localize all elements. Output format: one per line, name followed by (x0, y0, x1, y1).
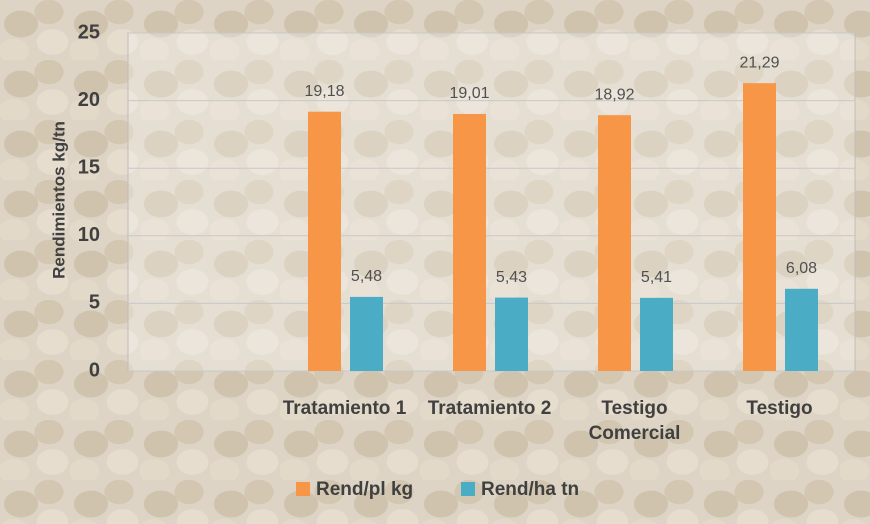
data-label: 5,41 (641, 269, 672, 286)
x-tick-label: Testigo (746, 398, 813, 419)
bar (785, 288, 818, 371)
plot-area (127, 32, 856, 372)
data-label: 18,92 (594, 86, 634, 103)
data-label: 21,29 (739, 54, 779, 71)
data-label: 6,08 (786, 260, 817, 277)
data-label: 19,18 (304, 83, 344, 100)
legend-label: Rend/pl kg (316, 479, 413, 500)
x-tick-label: Tratamiento 2 (427, 398, 552, 419)
y-tick-label: 5 (89, 292, 100, 314)
y-tick-label: 15 (78, 156, 100, 178)
legend-swatch (296, 482, 310, 496)
bar (598, 115, 631, 371)
bar (640, 297, 673, 371)
bar (453, 113, 486, 371)
data-label: 5,43 (496, 269, 527, 286)
legend-swatch (461, 482, 475, 496)
x-tick-label: Tratamiento 1 (282, 398, 407, 419)
bar (743, 83, 776, 371)
bar (350, 296, 383, 371)
y-tick-label: 0 (89, 359, 100, 381)
bar (308, 111, 341, 371)
data-label: 19,01 (449, 85, 489, 102)
y-tick-label: 25 (78, 21, 100, 43)
legend-label: Rend/ha tn (481, 479, 579, 500)
x-tick-label: Testigo Comercial (588, 398, 681, 444)
bar (495, 297, 528, 371)
y-tick-label: 20 (78, 89, 100, 111)
y-tick-label: 10 (78, 224, 100, 246)
y-axis-label: Rendimientos kg/tn (49, 121, 68, 279)
data-label: 5,48 (351, 268, 382, 285)
